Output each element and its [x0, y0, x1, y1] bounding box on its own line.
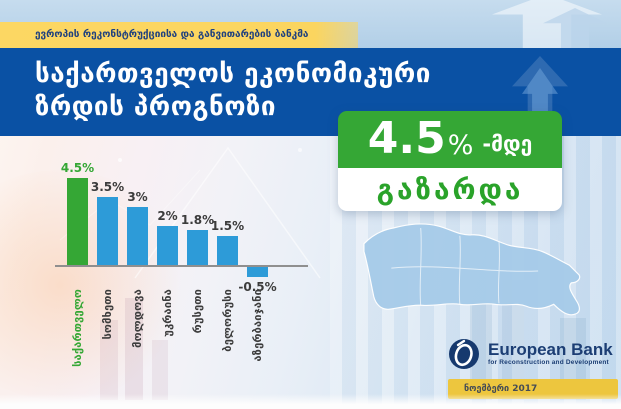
page-title-line2: ზრდის პროგნოზი	[35, 92, 276, 122]
x-axis-label: ბელორუსი	[220, 289, 234, 352]
chart-bar	[127, 207, 148, 265]
bar-value-label: -0.5%	[238, 279, 277, 294]
top-banner: ევროპის რეკონსტრუქციისა და განვითარების …	[0, 22, 358, 48]
chart-bar	[217, 236, 238, 265]
ebrd-logo-icon	[449, 339, 479, 369]
page-title-line1: საქართველოს ეკონომიკური	[35, 59, 431, 89]
x-axis-label: აზერბაიჯანი	[250, 289, 264, 362]
bar-value-label: 1.8%	[180, 213, 215, 228]
chart-bar	[67, 178, 88, 265]
bar-value-label: 3.5%	[90, 180, 125, 195]
growth-badge: 4.5 % -მდე გაზარდა	[338, 111, 562, 211]
x-axis-label: უკრაინა	[160, 289, 174, 337]
x-axis-label: საქართველო	[70, 289, 84, 367]
bar-chart: 4.5% საქართველო 3.5% სომხეთი 3% მოლდოვა 2% უკრა…	[50, 155, 330, 400]
ebrd-logo-text: European Bank for Reconstruction and Dev…	[488, 341, 613, 367]
x-axis-label: რუსეთი	[190, 289, 204, 334]
top-banner-text: ევროპის რეკონსტრუქციისა და განვითარების …	[35, 29, 309, 40]
badge-percent: %	[447, 130, 474, 161]
x-axis	[55, 265, 308, 267]
page-title: საქართველოს ეკონომიკური ზრდის პროგნოზი	[35, 58, 431, 124]
ebrd-logo-title: European Bank	[488, 340, 613, 359]
badge-suffix: -მდე	[482, 132, 533, 156]
x-axis-label: მოლდოვა	[130, 289, 144, 348]
badge-caption: გაზარდა	[338, 168, 562, 211]
bar-value-label: 3%	[127, 190, 148, 205]
ebrd-logo: European Bank for Reconstruction and Dev…	[448, 338, 613, 370]
header-band: საქართველოს ეკონომიკური ზრდის პროგნოზი	[0, 48, 621, 136]
bar-value-label: 4.5%	[60, 161, 95, 176]
chart-bar	[157, 226, 178, 265]
chart-bar	[247, 267, 268, 277]
map-region-borders	[391, 227, 539, 306]
x-axis-label: სომხეთი	[100, 289, 114, 340]
bar-value-label: 1.5%	[210, 219, 245, 234]
date-badge-text: ნოემბერი 2017	[464, 384, 538, 394]
ebrd-logo-subtitle: for Reconstruction and Development	[488, 359, 609, 366]
bottom-fade	[0, 394, 621, 409]
chart-bar	[187, 230, 208, 265]
chart-bar	[97, 197, 118, 265]
georgia-map	[363, 223, 581, 316]
growth-badge-value-row: 4.5 % -მდე	[338, 111, 562, 168]
bar-value-label: 2%	[157, 209, 178, 224]
badge-value: 4.5	[367, 113, 446, 164]
